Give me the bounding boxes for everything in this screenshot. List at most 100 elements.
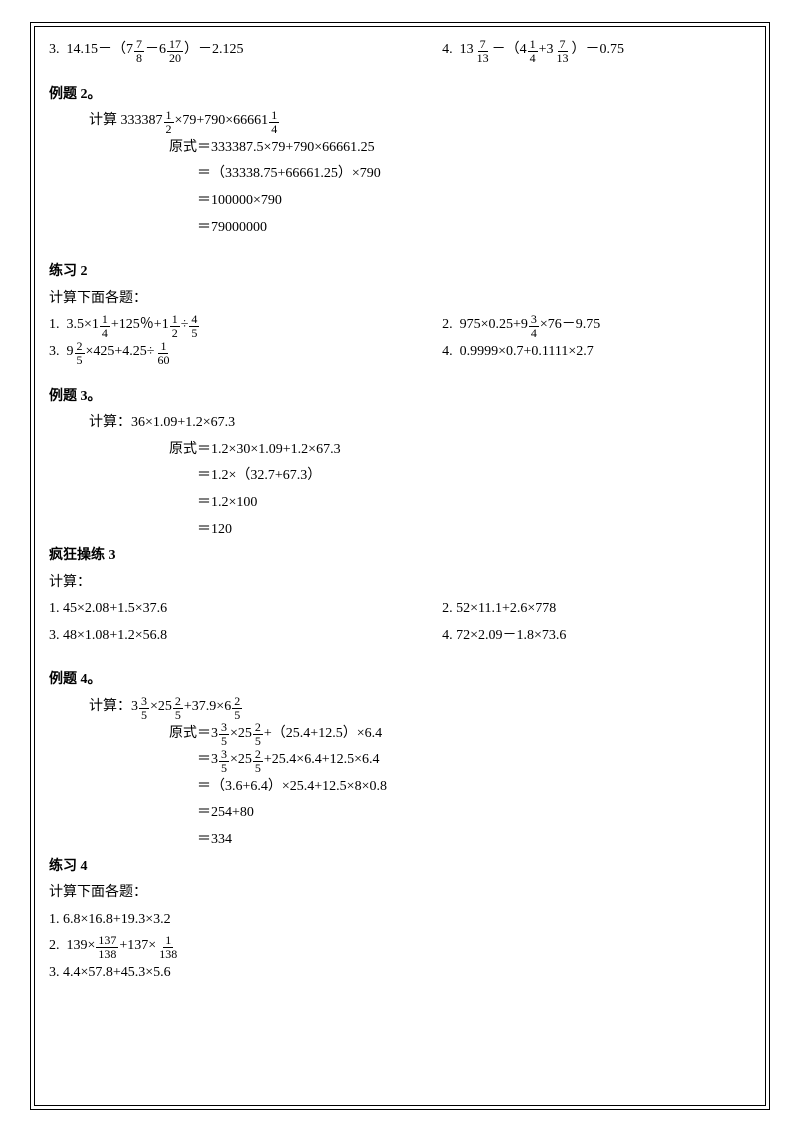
- example-2-expr: 计算 333387 12 ×79+790×66661 14: [49, 108, 751, 135]
- fraction: 713: [555, 38, 571, 64]
- problem-number: 3.: [49, 339, 60, 366]
- denominator: 8: [134, 52, 144, 64]
- text: +25.4×6.4+12.5×6.4: [264, 747, 380, 774]
- text: 3.5×1: [67, 312, 99, 339]
- fraction: 25: [232, 695, 242, 721]
- example-2-title: 例题 2。: [49, 82, 751, 109]
- step: 原式＝3 35 ×25 25 +（25.4+12.5）×6.4: [49, 721, 751, 748]
- denominator: 2: [170, 327, 180, 339]
- denominator: 5: [219, 762, 229, 774]
- fraction: 160: [155, 340, 171, 366]
- fraction: 35: [139, 695, 149, 721]
- text: [60, 37, 67, 64]
- step: ＝1.2×100: [49, 490, 751, 517]
- text: +125％+1: [111, 312, 169, 339]
- numerator: 4: [189, 313, 199, 327]
- text: －（4: [492, 37, 527, 64]
- fraction: 25: [253, 721, 263, 747]
- step: ＝1.2×（32.7+67.3）: [49, 463, 751, 490]
- practice-4-title: 练习 4: [49, 854, 751, 881]
- fraction: 25: [75, 340, 85, 366]
- step: ＝254+80: [49, 800, 751, 827]
- text: ×25: [150, 694, 172, 721]
- text: ）－0.75: [572, 37, 625, 64]
- outer-border: 3. 14.15－（7 78 －6 1720 ）－2.125 4. 13 713…: [30, 22, 770, 1110]
- numerator: 1: [164, 109, 174, 123]
- p2-left1: 1. 3.5×1 14 +125％+1 12 ÷ 45: [49, 312, 442, 339]
- example-3-title: 例题 3。: [49, 384, 751, 411]
- text: ×79+790×66661: [175, 108, 269, 135]
- denominator: 138: [96, 948, 118, 960]
- example-4-expr: 计算：3 35 ×25 25 +37.9×6 25: [49, 694, 751, 721]
- practice-2-sub: 计算下面各题：: [49, 286, 751, 313]
- problem: 1. 45×2.08+1.5×37.6: [49, 596, 442, 623]
- top-left-problem: 3. 14.15－（7 78 －6 1720 ）－2.125: [49, 37, 442, 64]
- p3-row2: 3. 48×1.08+1.2×56.8 4. 72×2.09－1.8×73.6: [49, 623, 751, 650]
- numerator: 137: [96, 934, 118, 948]
- text: +3: [539, 37, 554, 64]
- problem: 2. 139× 137138 +137× 1138: [49, 933, 751, 960]
- text: [453, 339, 460, 366]
- fraction: 12: [170, 313, 180, 339]
- problem-number: 1.: [49, 312, 60, 339]
- text: [453, 312, 460, 339]
- denominator: 13: [555, 52, 571, 64]
- fraction: 14: [100, 313, 110, 339]
- problem: 2. 52×11.1+2.6×778: [442, 596, 751, 623]
- practice-2-row1: 1. 3.5×1 14 +125％+1 12 ÷ 45 2. 975×0.25+…: [49, 312, 751, 339]
- text: ＝3: [197, 747, 218, 774]
- fraction: 137138: [96, 934, 118, 960]
- text: ×25: [230, 747, 252, 774]
- text: 0.9999×0.7+0.1111×2.7: [460, 339, 594, 366]
- crazy-practice-3-sub: 计算：: [49, 570, 751, 597]
- numerator: 3: [139, 695, 149, 709]
- denominator: 5: [219, 735, 229, 747]
- denominator: 5: [253, 735, 263, 747]
- text: 13: [460, 37, 474, 64]
- text: +37.9×6: [184, 694, 231, 721]
- text: [60, 312, 67, 339]
- fraction: 34: [529, 313, 539, 339]
- fraction: 1138: [157, 934, 179, 960]
- example-3-expr: 计算：36×1.09+1.2×67.3: [49, 410, 751, 437]
- numerator: 2: [75, 340, 85, 354]
- numerator: 7: [134, 38, 144, 52]
- content-area: 3. 14.15－（7 78 －6 1720 ）－2.125 4. 13 713…: [34, 26, 766, 1106]
- text: 975×0.25+9: [460, 312, 528, 339]
- step: 原式＝1.2×30×1.09+1.2×67.3: [49, 437, 751, 464]
- numerator: 1: [528, 38, 538, 52]
- denominator: 60: [155, 354, 171, 366]
- crazy-practice-3-title: 疯狂操练 3: [49, 543, 751, 570]
- denominator: 5: [232, 709, 242, 721]
- text: －6: [145, 37, 166, 64]
- numerator: 3: [219, 748, 229, 762]
- practice-4-sub: 计算下面各题：: [49, 880, 751, 907]
- fraction: 12: [164, 109, 174, 135]
- text: 14.15－（7: [67, 37, 134, 64]
- step: 原式＝333387.5×79+790×66661.25: [49, 135, 751, 162]
- fraction: 25: [253, 748, 263, 774]
- denominator: 13: [475, 52, 491, 64]
- numerator: 7: [558, 38, 568, 52]
- numerator: 7: [478, 38, 488, 52]
- text: +（25.4+12.5）×6.4: [264, 721, 382, 748]
- problem: 3. 48×1.08+1.2×56.8: [49, 623, 442, 650]
- problem-number: 3.: [49, 37, 60, 64]
- step: ＝3 35 ×25 25 +25.4×6.4+12.5×6.4: [49, 747, 751, 774]
- text: 原式＝3: [169, 721, 218, 748]
- top-row: 3. 14.15－（7 78 －6 1720 ）－2.125 4. 13 713…: [49, 37, 751, 64]
- text: 计算：3: [89, 694, 138, 721]
- fraction: 78: [134, 38, 144, 64]
- numerator: 3: [219, 721, 229, 735]
- denominator: 5: [75, 354, 85, 366]
- fraction: 25: [173, 695, 183, 721]
- fraction: 14: [528, 38, 538, 64]
- numerator: 1: [269, 109, 279, 123]
- denominator: 5: [173, 709, 183, 721]
- denominator: 5: [189, 327, 199, 339]
- p3-row1: 1. 45×2.08+1.5×37.6 2. 52×11.1+2.6×778: [49, 596, 751, 623]
- numerator: 2: [253, 721, 263, 735]
- problem-number: 2.: [49, 933, 60, 960]
- numerator: 17: [167, 38, 183, 52]
- numerator: 1: [100, 313, 110, 327]
